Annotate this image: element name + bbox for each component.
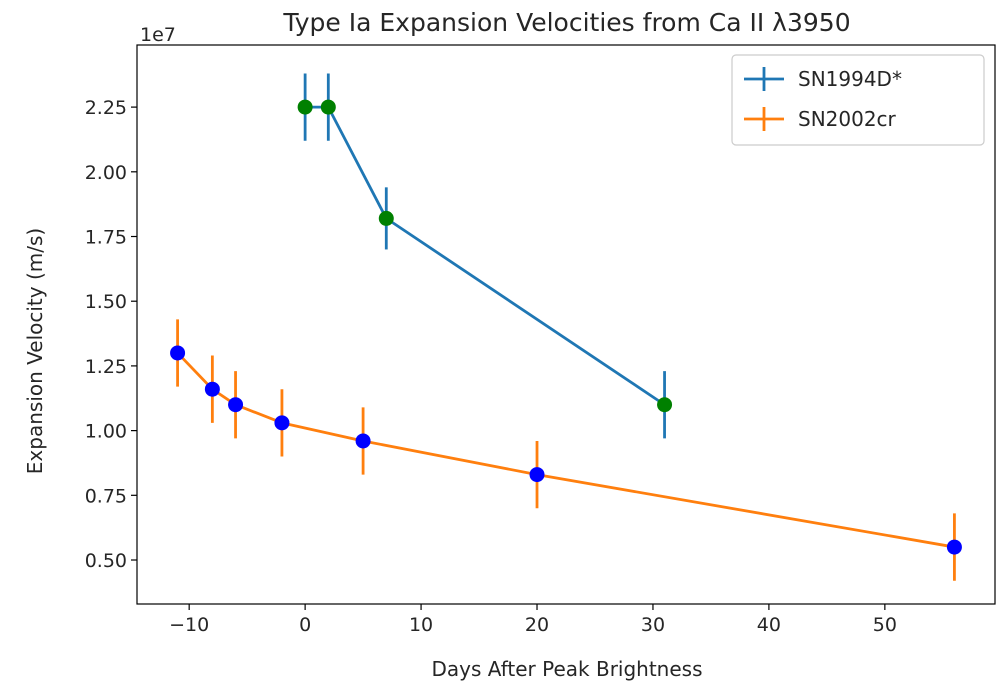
x-tick-label: 40: [757, 614, 781, 636]
data-point: [946, 539, 962, 555]
y-tick-label: 0.50: [85, 550, 127, 572]
x-tick-label: 20: [525, 614, 549, 636]
x-tick-label: 30: [641, 614, 665, 636]
x-tick-label: 0: [299, 614, 311, 636]
x-axis-label: Days After Peak Brightness: [431, 657, 702, 681]
y-tick-label: 1.75: [85, 227, 127, 249]
data-point: [228, 397, 244, 413]
axes: −10 0 10 20 30 40 50 0.50 0.75 1.00 1.25 1.50 1.75 2.…: [85, 44, 996, 636]
data-point: [204, 381, 220, 397]
x-tick-label: 50: [873, 614, 897, 636]
x-tick-label: −10: [169, 614, 209, 636]
series-1: [170, 319, 962, 581]
legend-box: [731, 54, 985, 146]
series-line: [305, 105, 666, 406]
data-point: [529, 467, 545, 483]
plot-area: [170, 73, 962, 581]
plot-frame: [136, 44, 996, 605]
y-tick-label: 1.00: [85, 421, 127, 443]
y-tick-label: 1.50: [85, 291, 127, 313]
data-point: [297, 99, 313, 115]
y-tick-label: 0.75: [85, 485, 127, 507]
chart-title: Type Ia Expansion Velocities from Ca II …: [282, 8, 850, 37]
y-tick-label: 2.00: [85, 162, 127, 184]
data-point: [274, 415, 290, 431]
data-point: [320, 99, 336, 115]
y-scale-label: 1e7: [140, 24, 176, 46]
series-line: [176, 351, 955, 549]
data-point: [355, 433, 371, 449]
legend-label: SN2002cr: [798, 107, 897, 131]
legend-label: SN1994D*: [798, 67, 902, 91]
data-point: [657, 397, 673, 413]
y-axis-label: Expansion Velocity (m/s): [23, 228, 47, 474]
y-tick-label: 1.25: [85, 356, 127, 378]
x-tick-label: 10: [409, 614, 433, 636]
data-point: [170, 345, 186, 361]
data-point: [378, 210, 394, 226]
legend: SN1994D* SN2002cr: [731, 54, 985, 146]
y-tick-label: 2.25: [85, 97, 127, 119]
series-0: [297, 73, 673, 439]
